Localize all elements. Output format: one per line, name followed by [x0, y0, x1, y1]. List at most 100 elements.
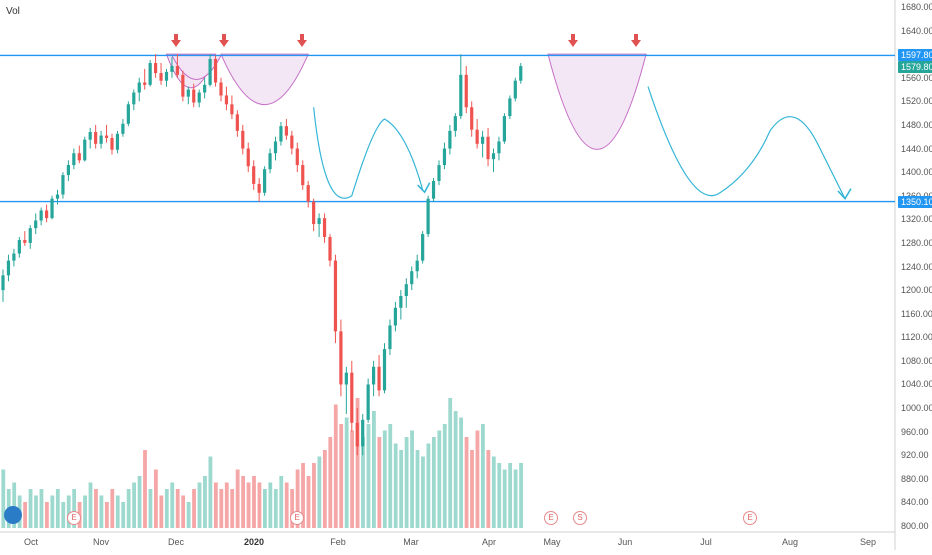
candle-body [88, 132, 92, 140]
candle-body [306, 185, 310, 202]
volume-bar [491, 456, 496, 528]
time-tick: Nov [92, 537, 110, 547]
price-tick: 880.00 [901, 473, 929, 484]
volume-bar [426, 443, 431, 528]
price-tick: 960.00 [901, 426, 929, 437]
candle-body [437, 165, 441, 181]
candle-body [94, 132, 98, 144]
candle-body [99, 135, 103, 144]
event-marker[interactable]: E [290, 511, 304, 525]
candle-body [431, 180, 436, 199]
time-tick: Sep [859, 537, 877, 547]
price-tick: 1320.00 [901, 214, 932, 225]
volume-bar [355, 398, 360, 528]
volume-bar [306, 476, 311, 528]
volume-bar [115, 495, 120, 528]
candle-body [404, 284, 408, 296]
swing-curve [313, 107, 424, 199]
event-marker[interactable]: E [743, 511, 757, 525]
candle-body [301, 165, 305, 186]
volume-bar [12, 482, 17, 528]
resistance-arrow [631, 34, 641, 47]
candle-body [263, 169, 267, 193]
candle-body [12, 253, 16, 261]
price-tick: 1080.00 [901, 355, 932, 366]
candle-body [230, 104, 234, 115]
candle-body [121, 123, 125, 134]
tradingview-logo[interactable] [4, 506, 22, 524]
price-tick: 1440.00 [901, 143, 932, 154]
volume-bar [55, 489, 60, 528]
price-tick: 1680.00 [901, 2, 932, 12]
volume-bar [263, 489, 267, 528]
event-marker[interactable]: E [67, 511, 81, 525]
volume-bar [28, 489, 33, 528]
candle-body [481, 136, 485, 144]
volume-bar [224, 482, 229, 528]
volume-bar [486, 450, 491, 528]
candle-body [497, 141, 501, 154]
time-tick: Feb [330, 537, 346, 547]
volume-bar [448, 398, 453, 528]
candle-body [508, 98, 512, 117]
projection-curve [647, 86, 846, 199]
swing-arrowhead [417, 182, 431, 194]
candle-body [372, 366, 376, 385]
volume-bar [170, 482, 175, 528]
event-marker[interactable]: S [573, 511, 587, 525]
candle-body [219, 82, 223, 96]
volume-bar [246, 482, 251, 528]
volume-bar [39, 489, 44, 528]
candle-body [290, 135, 294, 149]
volume-bar [99, 495, 104, 528]
candle-body [377, 366, 381, 391]
candle-body [333, 260, 338, 332]
volume-bar [464, 437, 469, 528]
volume-bar [88, 482, 93, 528]
candle-body [410, 271, 414, 285]
volume-bar [137, 476, 142, 528]
candle-body [23, 239, 27, 243]
volume-bar [50, 495, 55, 528]
candle-body [339, 331, 343, 385]
price-tick: 840.00 [901, 497, 929, 508]
volume-bar [421, 456, 425, 528]
volume-bar [143, 450, 147, 528]
volume-bar [339, 424, 344, 528]
volume-bar [502, 469, 507, 528]
candle-body [491, 153, 496, 160]
volume-bar [431, 437, 436, 528]
volume-bar [279, 476, 284, 528]
price-tick: 1200.00 [901, 285, 932, 296]
volume-bar [453, 411, 458, 528]
resistance-arrow [568, 34, 578, 47]
volume-bar [45, 502, 49, 528]
volume-bar [415, 450, 420, 528]
last-price-badge: 1579.80 [898, 61, 932, 74]
volume-bar [34, 495, 38, 528]
candle-body [279, 126, 283, 142]
candle-body [197, 92, 201, 103]
candle-body [464, 74, 468, 108]
volume-bar [475, 430, 480, 528]
volume-bar [437, 430, 442, 528]
price-tick: 1520.00 [901, 96, 932, 107]
candle-body [453, 116, 457, 131]
candle-body [170, 65, 174, 72]
volume-bar [219, 489, 224, 528]
volume-bar [312, 463, 316, 528]
volume-bar [154, 469, 158, 528]
time-tick: Aug [781, 537, 799, 547]
candle-body [442, 148, 447, 166]
price-tick: 1560.00 [901, 72, 932, 83]
volume-bar [164, 489, 169, 528]
volume-bar [83, 495, 87, 528]
volume-bar [192, 489, 196, 528]
volume-bar [1, 469, 6, 528]
price-tick: 1280.00 [901, 237, 932, 248]
candle-body [143, 82, 147, 85]
event-marker[interactable]: E [544, 511, 558, 525]
candle-body [268, 153, 272, 170]
